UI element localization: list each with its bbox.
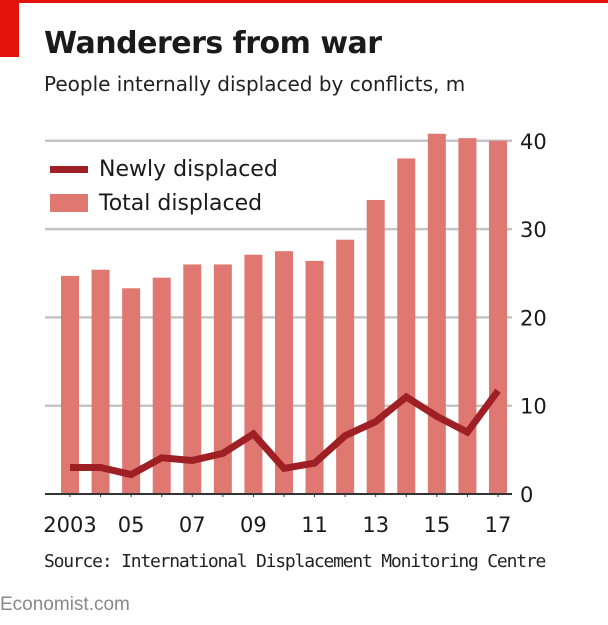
series-line-newly-displaced xyxy=(70,388,501,479)
legend-label: Total displaced xyxy=(99,190,263,216)
legend-bar-swatch xyxy=(50,194,88,212)
source-note: Source: International Displacement Monit… xyxy=(44,551,546,572)
bar-2015 xyxy=(427,133,446,494)
x-tick-label: 09 xyxy=(240,513,267,537)
bar-2017 xyxy=(488,140,507,495)
bar-2016 xyxy=(458,138,477,494)
x-tick-label: 15 xyxy=(423,513,450,537)
bar-2008 xyxy=(213,264,232,494)
x-axis-labels: 2003 05 07 09 11 13 15 17 xyxy=(43,513,511,537)
red-tab-marker xyxy=(0,0,19,57)
bar-2012 xyxy=(336,239,355,494)
y-axis-labels: 0 10 20 30 40 xyxy=(520,130,547,507)
legend-item-newly-displaced: Newly displaced xyxy=(50,152,278,186)
bar-2005 xyxy=(122,288,141,494)
line-newly-displaced xyxy=(70,388,501,479)
bar-2010 xyxy=(274,251,293,494)
y-tick-label: 30 xyxy=(520,218,547,242)
bar-2006 xyxy=(152,277,171,494)
bar-2007 xyxy=(183,264,202,494)
x-tick-label: 2003 xyxy=(43,513,96,537)
x-tick-label: 13 xyxy=(362,513,389,537)
x-tick-label: 07 xyxy=(179,513,206,537)
legend-label: Newly displaced xyxy=(99,156,278,182)
brand-link[interactable]: Economist.com xyxy=(0,594,130,615)
x-axis xyxy=(45,493,512,497)
legend-item-total-displaced: Total displaced xyxy=(50,186,278,220)
x-tick-label: 05 xyxy=(118,513,145,537)
bar-2014 xyxy=(397,158,416,494)
bar-2009 xyxy=(244,254,263,494)
legend-line-swatch xyxy=(50,165,88,173)
bar-2011 xyxy=(305,260,324,494)
top-accent-bar xyxy=(0,0,608,3)
x-tick-label: 17 xyxy=(485,513,512,537)
bar-2004 xyxy=(91,269,110,494)
chart-title: Wanderers from war xyxy=(44,26,382,61)
bars-total-displaced xyxy=(61,133,507,495)
legend: Newly displaced Total displaced xyxy=(50,152,278,220)
bar-2013 xyxy=(366,199,385,494)
bar-2003 xyxy=(61,275,79,494)
y-tick-label: 40 xyxy=(520,130,547,154)
y-tick-label: 0 xyxy=(520,483,533,507)
x-tick-label: 11 xyxy=(301,513,328,537)
chart-subtitle: People internally displaced by conflicts… xyxy=(44,72,466,96)
y-tick-label: 10 xyxy=(520,395,547,419)
y-tick-label: 20 xyxy=(520,306,547,330)
